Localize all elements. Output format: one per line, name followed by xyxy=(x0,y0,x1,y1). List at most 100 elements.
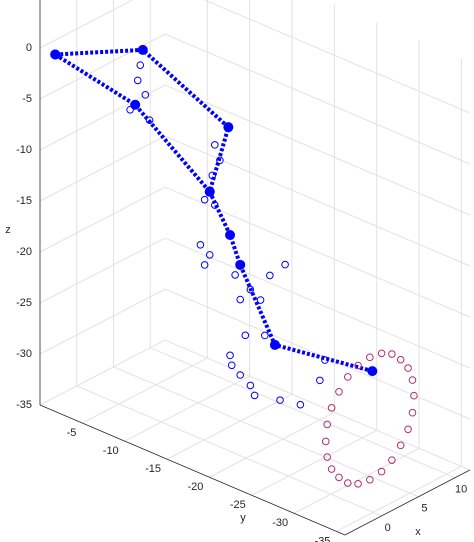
marker xyxy=(226,351,234,360)
z-tick-label: -15 xyxy=(16,195,32,207)
marker xyxy=(227,361,236,370)
marker xyxy=(236,295,245,304)
x-tick-label: 5 xyxy=(421,503,427,515)
marker xyxy=(266,271,274,280)
grid-line xyxy=(39,339,166,406)
z-tick-label: -5 xyxy=(22,93,32,105)
z-tick-label: -10 xyxy=(16,144,32,156)
marker xyxy=(216,156,224,165)
marker xyxy=(211,201,219,209)
marker xyxy=(200,195,209,204)
grid-line xyxy=(203,0,471,114)
marker xyxy=(321,437,330,446)
marker xyxy=(256,296,265,304)
marker xyxy=(126,105,134,114)
y-tick-label: -10 xyxy=(103,445,119,457)
marker xyxy=(241,331,250,340)
marker xyxy=(404,364,412,372)
grid-line xyxy=(164,288,471,420)
marker xyxy=(321,356,329,364)
z-tick-label: -25 xyxy=(16,297,32,309)
node xyxy=(235,259,246,270)
marker xyxy=(366,475,374,484)
marker xyxy=(316,376,324,385)
marker xyxy=(343,373,352,381)
grid-line xyxy=(39,135,166,202)
marker xyxy=(200,261,209,269)
node xyxy=(137,44,148,55)
marker xyxy=(231,271,239,279)
node xyxy=(367,366,378,377)
grid-line xyxy=(39,186,166,253)
node xyxy=(204,186,215,197)
grid-line xyxy=(164,135,471,267)
grid-line xyxy=(164,339,471,471)
marker xyxy=(236,371,245,379)
marker xyxy=(335,387,343,396)
marker xyxy=(354,361,362,370)
y-tick-label: -20 xyxy=(187,481,203,493)
marker xyxy=(276,396,284,404)
marker xyxy=(133,76,142,85)
skeleton-line xyxy=(54,52,212,194)
marker xyxy=(354,480,362,488)
y-tick-label: -25 xyxy=(230,499,246,511)
grid-line xyxy=(209,411,335,478)
marker xyxy=(388,350,396,358)
marker xyxy=(196,241,205,249)
grid-line xyxy=(164,33,471,165)
marker xyxy=(396,441,405,450)
marker xyxy=(145,116,154,124)
marker xyxy=(281,260,289,269)
marker xyxy=(260,331,269,340)
marker xyxy=(208,171,217,180)
node xyxy=(269,339,280,350)
grid-line xyxy=(39,237,166,304)
grid-line xyxy=(124,375,250,442)
grid-line xyxy=(39,33,166,100)
marker xyxy=(205,251,214,259)
marker xyxy=(327,404,336,412)
grid-line xyxy=(251,429,377,496)
marker xyxy=(323,453,332,461)
z-tick-label: 0 xyxy=(26,42,32,54)
marker xyxy=(410,391,418,400)
marker xyxy=(396,355,405,364)
y-tick-label: -30 xyxy=(272,517,288,529)
axis-line xyxy=(39,404,346,536)
z-tick-label: -35 xyxy=(16,399,32,411)
marker xyxy=(343,479,352,487)
axis-line xyxy=(344,469,471,536)
y-tick-label: -35 xyxy=(315,535,331,542)
marker xyxy=(246,381,255,390)
skeleton-line xyxy=(55,47,373,374)
node xyxy=(225,230,236,241)
y-tick-label: -15 xyxy=(145,463,161,475)
marker xyxy=(335,473,343,482)
marker xyxy=(408,408,417,417)
marker xyxy=(388,456,396,464)
node xyxy=(130,99,141,110)
grid-line xyxy=(76,385,382,517)
marker xyxy=(377,467,386,476)
marker xyxy=(296,400,305,409)
x-tick-label: 0 xyxy=(385,522,391,534)
z-tick-label: -20 xyxy=(16,246,32,258)
x-tick-label: 10 xyxy=(455,484,467,496)
grid-line xyxy=(39,84,166,151)
node xyxy=(223,122,234,133)
grid-line xyxy=(166,393,293,460)
marker xyxy=(136,61,145,69)
grid-line xyxy=(336,465,462,532)
node xyxy=(50,49,61,60)
marker xyxy=(366,353,374,362)
z-axis-label: z xyxy=(5,224,11,236)
marker xyxy=(246,285,255,294)
x-axis-label: x xyxy=(415,526,421,538)
grid-line xyxy=(82,357,208,424)
y-axis-label: y xyxy=(240,512,246,524)
marker xyxy=(141,91,150,99)
marker xyxy=(327,465,336,473)
marker xyxy=(377,349,386,358)
